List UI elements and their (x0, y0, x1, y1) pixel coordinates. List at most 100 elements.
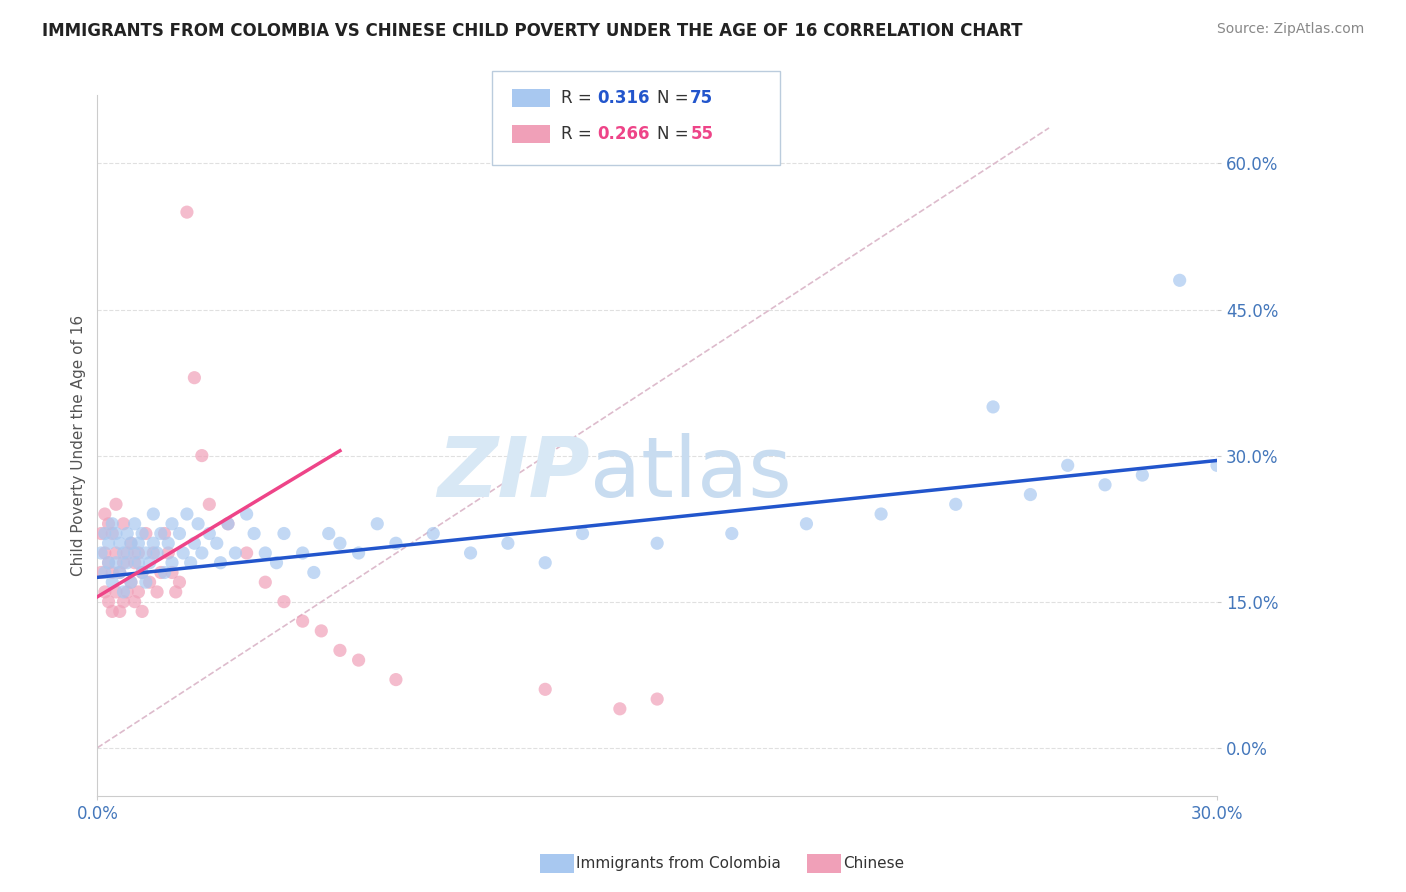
Point (108, 604, 131, 618)
Point (291, 614, 314, 628)
Point (169, 575, 191, 590)
Point (302, 566, 325, 580)
Point (135, 546, 157, 560)
Point (291, 546, 314, 560)
Point (176, 205, 198, 219)
Point (131, 566, 153, 580)
Point (101, 575, 124, 590)
Point (273, 526, 295, 541)
Point (645, 536, 668, 550)
Point (176, 507, 198, 521)
Point (105, 556, 128, 570)
Point (217, 516, 239, 531)
Text: N =: N = (657, 125, 693, 143)
Point (1168, 273, 1191, 287)
Point (1056, 458, 1078, 473)
Y-axis label: Child Poverty Under the Age of 16: Child Poverty Under the Age of 16 (72, 315, 86, 576)
Point (1130, 468, 1153, 483)
Point (1094, 478, 1116, 492)
Point (115, 556, 138, 570)
Point (254, 575, 277, 590)
Point (112, 595, 135, 609)
Point (97, 536, 120, 550)
Point (115, 546, 138, 560)
Point (108, 566, 131, 580)
Point (108, 566, 131, 580)
Point (347, 653, 370, 667)
Point (198, 526, 221, 541)
Point (146, 546, 169, 560)
Point (97, 556, 120, 570)
Point (112, 516, 135, 531)
Point (97, 556, 120, 570)
Point (127, 556, 149, 570)
Point (97, 595, 120, 609)
Point (101, 566, 124, 580)
Point (112, 546, 135, 560)
Text: 75: 75 (690, 89, 713, 107)
Point (191, 449, 214, 463)
Text: atlas: atlas (591, 434, 792, 515)
Point (101, 604, 124, 618)
Point (217, 516, 239, 531)
Point (101, 516, 124, 531)
Point (169, 526, 191, 541)
Point (115, 585, 138, 599)
Point (1019, 487, 1042, 501)
Text: 0.316: 0.316 (598, 89, 650, 107)
Point (94, 585, 117, 599)
Point (105, 546, 128, 560)
Point (142, 507, 165, 521)
Point (120, 536, 142, 550)
Point (160, 556, 183, 570)
Point (347, 546, 370, 560)
Point (153, 526, 176, 541)
Point (149, 526, 172, 541)
Text: Immigrants from Colombia: Immigrants from Colombia (576, 856, 782, 871)
Point (124, 516, 146, 531)
Point (191, 546, 214, 560)
Point (235, 546, 257, 560)
Point (97, 516, 120, 531)
Point (108, 536, 131, 550)
Point (385, 536, 408, 550)
Text: ZIP: ZIP (437, 434, 591, 515)
Point (165, 585, 187, 599)
Point (131, 526, 153, 541)
Point (198, 497, 221, 511)
Point (160, 516, 183, 531)
Point (149, 566, 172, 580)
Point (329, 536, 352, 550)
Point (209, 556, 232, 570)
Point (127, 536, 149, 550)
Point (187, 516, 209, 531)
Point (266, 556, 288, 570)
Point (94, 546, 117, 560)
Point (131, 566, 153, 580)
Point (645, 692, 668, 706)
Point (138, 575, 160, 590)
Text: R =: R = (561, 125, 598, 143)
Point (318, 526, 340, 541)
Point (142, 536, 165, 550)
Text: IMMIGRANTS FROM COLOMBIA VS CHINESE CHILD POVERTY UNDER THE AGE OF 16 CORRELATIO: IMMIGRANTS FROM COLOMBIA VS CHINESE CHIL… (42, 22, 1022, 40)
Point (496, 536, 519, 550)
Point (94, 526, 117, 541)
Point (101, 526, 124, 541)
Point (273, 595, 295, 609)
Point (112, 556, 135, 570)
Point (534, 682, 557, 697)
Point (90, 546, 112, 560)
Point (146, 585, 169, 599)
Point (160, 566, 183, 580)
Point (796, 516, 818, 531)
Text: 0.266: 0.266 (598, 125, 650, 143)
Point (124, 556, 146, 570)
Point (105, 585, 128, 599)
Point (94, 507, 117, 521)
Point (981, 400, 1004, 414)
Point (205, 536, 228, 550)
Point (142, 546, 165, 560)
Point (131, 604, 153, 618)
Point (366, 516, 388, 531)
